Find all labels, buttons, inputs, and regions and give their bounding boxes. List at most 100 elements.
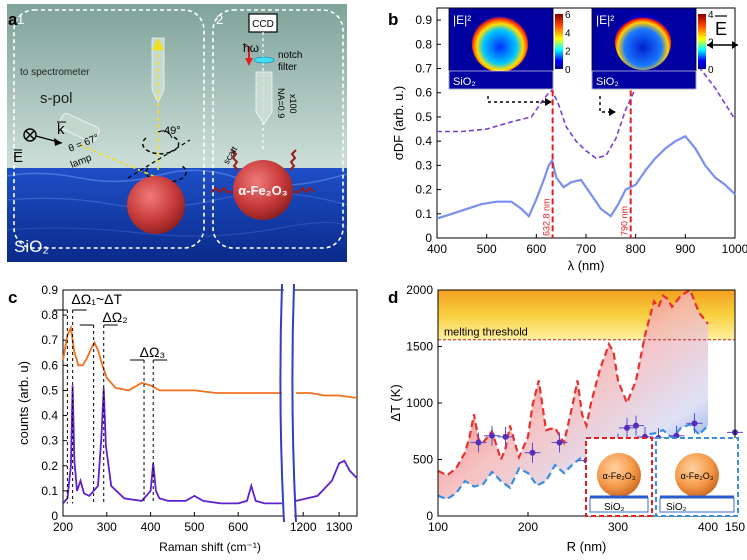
angle-49-label: 49° [164, 125, 181, 137]
panel-letter-c: c [8, 288, 17, 307]
y-tick-label: 0.9 [415, 13, 432, 27]
x-tick-label: 900 [675, 242, 695, 256]
x-tick-label: 600 [228, 520, 248, 534]
data-point [624, 424, 630, 431]
y-tick-label: 2000 [406, 283, 433, 297]
axis-break-line [291, 283, 297, 523]
subpanel-2-label: 2 [216, 12, 223, 27]
x-axis-label: Raman shift (cm⁻¹) [159, 540, 261, 554]
fe2o3-sphere-1 [127, 176, 185, 234]
panel-letter-d: d [388, 288, 398, 307]
y-tick-label: 0.8 [41, 308, 58, 322]
series-simulated [437, 62, 736, 159]
series-low power [295, 459, 358, 502]
x-tick-label: 300 [608, 520, 628, 534]
y-axis-label: σDF (arb. u.) [391, 86, 406, 160]
plot-frame [62, 289, 358, 517]
x-tick-label: 400 [141, 520, 161, 534]
panel-letter-b: b [388, 10, 398, 29]
data-point [502, 433, 509, 440]
axis-break-line [279, 283, 285, 523]
y-tick-label: 0.9 [41, 283, 58, 297]
y-tick-label: 0.5 [41, 383, 58, 397]
data-point [633, 422, 639, 429]
y-tick-label: 0.1 [41, 484, 58, 498]
y-tick-label: 0 [51, 509, 58, 523]
colorbar-tick-label: 0 [708, 65, 714, 76]
x-tick-label: 500 [184, 520, 204, 534]
chart-d: melting threshold 0 500 1000 1500 2000 100 200 3… [388, 283, 745, 554]
series-high power [62, 324, 282, 394]
panel-letter-a: a [8, 10, 18, 29]
vline-label: 790 nm [620, 206, 630, 236]
substrate-insets: α-Fe₂O₃ SiO₂ α-Fe₂O₃ SiO₂ [585, 437, 739, 517]
x-tick-label: 500 [477, 242, 497, 256]
y-tick-label: 0.1 [415, 207, 432, 221]
series-low power [62, 385, 282, 505]
vline-label: 632.8 nm [542, 198, 552, 236]
data-point [489, 432, 495, 439]
k-vector-label: k [57, 121, 65, 138]
y-tick-label: 0 [425, 231, 432, 245]
inset-1-field-label: |E|² [453, 13, 471, 27]
y-tick-label: 0.3 [415, 158, 432, 172]
delta-omega-3-label: ΔΩ₃ [140, 344, 166, 360]
x-tick-label: 400 [427, 242, 447, 256]
hw-label: ħω [243, 41, 259, 55]
x-tick-label: 700 [576, 242, 596, 256]
series-lower [437, 423, 709, 501]
x-tick-label: 1200 [290, 520, 317, 534]
y-tick-label: 0.7 [415, 62, 432, 76]
x-axis-label: λ (nm) [568, 258, 605, 273]
data-point [475, 439, 482, 446]
colorbar-tick-label: 2 [565, 47, 571, 58]
colorbar-tick-label: 4 [565, 28, 571, 39]
x-tick-label: 1300 [326, 520, 353, 534]
y-tick-label: 0.8 [415, 37, 432, 51]
x-tick-label: 100 [428, 520, 448, 534]
delta-omega-1-label: ΔΩ₁~ΔT [71, 291, 122, 307]
data-point [556, 439, 563, 446]
sio2-label: SiO₂ [14, 237, 49, 256]
inset-sphere-label: α-Fe₂O₃ [681, 471, 714, 481]
data-point [529, 449, 536, 456]
inset-sphere-label: α-Fe₂O₃ [603, 471, 636, 481]
colorbar-tick-label: 4 [708, 10, 714, 21]
inset-2-substrate-label: SiO₂ [596, 76, 619, 88]
series-measured [436, 134, 736, 220]
x-tick-label: 1000 [722, 242, 747, 256]
fe2o3-label: α-Fe₂O₃ [238, 183, 287, 198]
y-tick-label: 0.6 [415, 86, 432, 100]
x-tick-label: 300 [97, 520, 117, 534]
filter-label: filter [278, 62, 298, 73]
x-tick-label: 800 [626, 242, 646, 256]
axis-break-gap [284, 286, 294, 520]
to-spectrometer-label: to spectrometer [20, 67, 90, 78]
y-tick-label: 500 [413, 453, 433, 467]
threshold-label: melting threshold [444, 327, 528, 339]
polarization-label: E [715, 19, 727, 39]
inset-substrate-label: SiO₂ [666, 502, 687, 513]
x-tick-label: 150 [725, 520, 745, 534]
na-label: NA=0.9 [276, 88, 286, 118]
x-tick-label: 200 [518, 520, 538, 534]
colorbar-tick-label: 6 [565, 10, 571, 21]
y-tick-label: 0 [426, 509, 433, 523]
x-axis-label: R (nm) [567, 539, 607, 554]
fe2o3-sphere-2 [233, 160, 293, 220]
x-tick-label: 400 [698, 520, 718, 534]
ccd-label: CCD [252, 19, 274, 30]
y-tick-label: 0.6 [41, 358, 58, 372]
y-tick-label: 0.3 [41, 434, 58, 448]
data-point [691, 420, 698, 427]
chart-b: 400 500 600 700 800 900 100000.10.20.30.40.50.… [391, 7, 747, 273]
delta-omega-2-label: ΔΩ₂ [102, 309, 127, 325]
inset-substrate-label: SiO₂ [604, 502, 625, 513]
y-tick-label: 0.2 [41, 459, 58, 473]
y-tick-label: 0.5 [415, 110, 432, 124]
inset-2-field-label: |E|² [596, 13, 614, 27]
field-insets: 0246024 [448, 7, 714, 90]
s-pol-label: s-pol [40, 90, 73, 107]
x100-label: x100 [288, 94, 298, 114]
y-axis-label: ΔT (K) [388, 384, 403, 421]
